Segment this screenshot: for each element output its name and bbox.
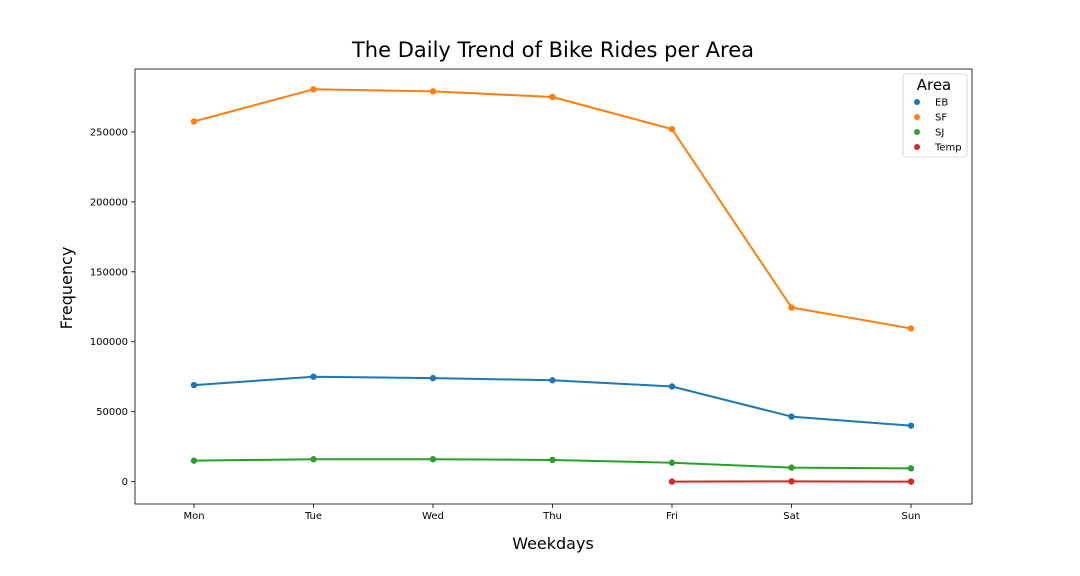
- legend-title: Area: [917, 76, 952, 94]
- data-point-sf: [190, 118, 198, 125]
- y-tick-label: 0: [122, 477, 128, 488]
- data-point-sj: [668, 459, 676, 466]
- legend-frame: [902, 73, 968, 158]
- data-point-eb: [788, 413, 795, 420]
- series-eb: [190, 373, 915, 429]
- data-point-sf: [788, 304, 795, 311]
- data-point-temp: [907, 478, 915, 485]
- x-tick-label: Wed: [422, 511, 444, 522]
- x-axis: Mon Tue Wed Thu Fri Sat Sun: [183, 504, 921, 522]
- data-point-sj: [907, 465, 915, 472]
- x-tick-label: Mon: [183, 511, 204, 522]
- series-temp: [668, 478, 915, 485]
- series-sf: [190, 86, 915, 332]
- data-point-eb: [190, 381, 198, 389]
- data-point-sf: [429, 88, 437, 95]
- data-point-eb: [668, 383, 676, 390]
- y-tick-label: 50000: [96, 407, 128, 418]
- y-axis: 0 50000 100000 150000 200000 250000: [90, 127, 135, 488]
- x-tick-label: Thu: [542, 511, 562, 522]
- data-point-sf: [668, 125, 676, 133]
- data-point-eb: [907, 422, 915, 429]
- legend-marker-temp: [914, 144, 920, 150]
- series-layer: [190, 86, 915, 485]
- data-point-sj: [549, 456, 556, 464]
- y-tick-label: 200000: [90, 197, 128, 208]
- data-point-sf: [310, 86, 317, 93]
- x-axis-label: Weekdays: [512, 534, 594, 553]
- data-point-eb: [429, 374, 437, 382]
- data-point-sj: [429, 456, 437, 463]
- data-point-sf: [549, 93, 556, 101]
- legend-label-sj: SJ: [935, 128, 944, 139]
- legend-marker-sj: [914, 129, 920, 135]
- y-axis-label: Frequency: [57, 247, 76, 330]
- legend-marker-sf: [914, 114, 920, 120]
- data-point-temp: [668, 478, 676, 485]
- data-point-sj: [788, 464, 795, 471]
- legend-marker-eb: [914, 99, 920, 105]
- data-point-eb: [310, 373, 317, 380]
- y-tick-label: 100000: [90, 337, 128, 348]
- series-line-sf: [193, 88, 912, 330]
- x-tick-label: Sun: [901, 511, 920, 522]
- legend-label-temp: Temp: [934, 143, 962, 154]
- y-tick-label: 150000: [90, 267, 128, 278]
- legend-label-eb: EB: [935, 98, 948, 109]
- chart-title: The Daily Trend of Bike Rides per Area: [351, 38, 754, 62]
- legend: Area EB SF SJ Temp: [902, 73, 968, 158]
- series-sj: [190, 456, 915, 472]
- data-point-sf: [907, 325, 915, 332]
- data-point-eb: [549, 377, 556, 384]
- x-tick-label: Fri: [666, 511, 678, 522]
- x-tick-label: Tue: [304, 511, 322, 522]
- legend-label-sf: SF: [935, 113, 947, 124]
- data-point-sj: [190, 457, 198, 464]
- series-line-eb: [193, 375, 912, 427]
- plot-area: [134, 68, 973, 505]
- y-tick-label: 250000: [90, 127, 128, 138]
- x-tick-label: Sat: [783, 511, 799, 522]
- data-point-sj: [310, 456, 317, 463]
- data-point-temp: [788, 478, 795, 485]
